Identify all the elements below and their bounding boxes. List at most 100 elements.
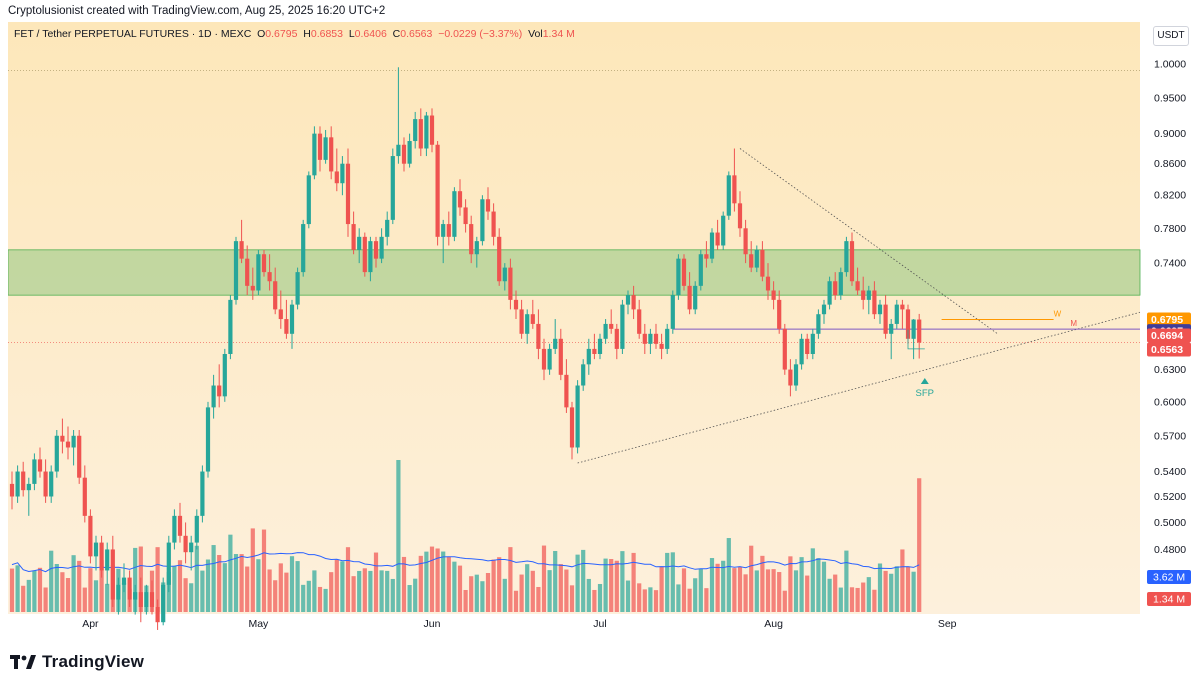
candle-body xyxy=(525,314,530,334)
volume-bar xyxy=(351,576,356,612)
volume-bar xyxy=(765,569,771,612)
volume-bar xyxy=(329,572,334,612)
candle-body xyxy=(32,459,37,484)
x-tick-label: Jun xyxy=(424,618,441,630)
currency-button[interactable]: USDT xyxy=(1153,26,1189,46)
y-tick-label: 0.6000 xyxy=(1154,396,1186,408)
volume-bar xyxy=(833,574,838,612)
tradingview-logo[interactable]: TradingView xyxy=(10,652,144,672)
volume-bar xyxy=(569,585,575,612)
candle-body xyxy=(60,435,65,442)
candle-body xyxy=(894,304,899,324)
candle-body xyxy=(821,304,827,315)
price-chart[interactable]: WM SFP 1.0000 0.9500 0.9000 0.8600 0.8200 0.780… xyxy=(8,22,1194,634)
candle-body xyxy=(138,592,143,607)
candle-body xyxy=(446,224,451,237)
time-axis-background xyxy=(8,614,1194,634)
candle-body xyxy=(877,304,883,315)
candle-body xyxy=(586,348,591,365)
candle-body xyxy=(401,144,407,164)
volume-bar xyxy=(441,551,446,612)
volume-bar xyxy=(709,558,715,612)
candle-body xyxy=(15,471,20,497)
candle-body xyxy=(648,333,653,344)
candle-body xyxy=(99,542,104,571)
candle-body xyxy=(799,338,804,365)
chart-container[interactable]: W M SFP 1.0000 0.9500 0.9000 0.8600 0.8200 0.780… xyxy=(8,22,1194,634)
candle-body xyxy=(519,309,524,334)
candle-body xyxy=(26,483,31,491)
m-label: M xyxy=(1070,319,1077,328)
volume-bar xyxy=(177,560,183,612)
candle-body xyxy=(413,119,418,142)
volume-bar xyxy=(474,574,479,612)
volume-bar xyxy=(323,588,328,612)
volume-bar xyxy=(469,576,474,612)
volume-bar xyxy=(855,587,860,612)
volume-bar xyxy=(749,545,754,612)
candle-body xyxy=(569,407,575,448)
volume-bar xyxy=(446,556,451,612)
candle-body xyxy=(749,254,754,268)
candle-body xyxy=(161,584,166,623)
volume-bar xyxy=(648,587,653,612)
volume-bar xyxy=(99,560,104,612)
candle-body xyxy=(665,328,670,349)
volume-bar xyxy=(65,578,71,612)
close-value: 0.6563 xyxy=(400,28,433,40)
volume-bar xyxy=(659,566,664,612)
symbol-label: FET / Tether PERPETUAL FUTURES · 1D · ME… xyxy=(14,28,252,40)
volume-bar xyxy=(637,583,642,612)
candle-body xyxy=(396,144,401,157)
candle-body xyxy=(21,471,26,491)
volume-bar xyxy=(480,581,485,612)
candle-body xyxy=(575,385,580,448)
candle-body xyxy=(469,224,474,255)
volume-bar xyxy=(687,588,692,612)
close-label: C xyxy=(392,28,401,40)
candle-body xyxy=(631,295,636,310)
candle-body xyxy=(659,343,664,349)
volume-bar xyxy=(558,564,563,612)
candle-body xyxy=(9,483,15,497)
price-level-box xyxy=(1147,312,1191,327)
candle-body xyxy=(368,241,373,273)
candle-body xyxy=(116,584,121,600)
volume-bar xyxy=(133,547,138,612)
volume-bar xyxy=(502,578,507,612)
volume-bar xyxy=(273,580,278,612)
candle-body xyxy=(614,328,619,349)
candle-body xyxy=(833,281,838,296)
volume-bar xyxy=(698,568,703,612)
candle-body xyxy=(172,515,177,543)
y-tick-label: 0.4800 xyxy=(1154,544,1186,556)
candle-body xyxy=(127,577,132,600)
candle-body xyxy=(166,542,171,585)
volume-bar xyxy=(838,587,843,612)
volume-bar xyxy=(726,538,731,612)
volume-bar xyxy=(306,580,311,612)
candle-body xyxy=(838,272,843,296)
candle-body xyxy=(760,249,765,277)
volume-bar xyxy=(866,577,871,612)
candle-body xyxy=(250,285,255,291)
volume-bar xyxy=(614,560,619,612)
volume-bar xyxy=(385,570,390,612)
candle-body xyxy=(698,254,703,286)
candle-body xyxy=(329,137,334,172)
candle-body xyxy=(245,258,250,286)
vol-label: Vol xyxy=(528,28,543,40)
volume-bar xyxy=(15,565,20,612)
volume-bar xyxy=(407,585,412,612)
x-tick-label: May xyxy=(248,618,269,630)
price-level-label: 0.6694 xyxy=(1151,330,1183,342)
volume-bar xyxy=(485,573,491,612)
candle-body xyxy=(704,254,709,259)
candle-body xyxy=(553,338,558,349)
top-bar: Cryptolusionist created with TradingView… xyxy=(0,0,1200,22)
volume-bar xyxy=(592,589,597,612)
candle-body xyxy=(491,211,496,237)
candle-body xyxy=(418,119,423,149)
y-tick-label: 0.5400 xyxy=(1154,466,1186,478)
candle-body xyxy=(726,175,731,216)
